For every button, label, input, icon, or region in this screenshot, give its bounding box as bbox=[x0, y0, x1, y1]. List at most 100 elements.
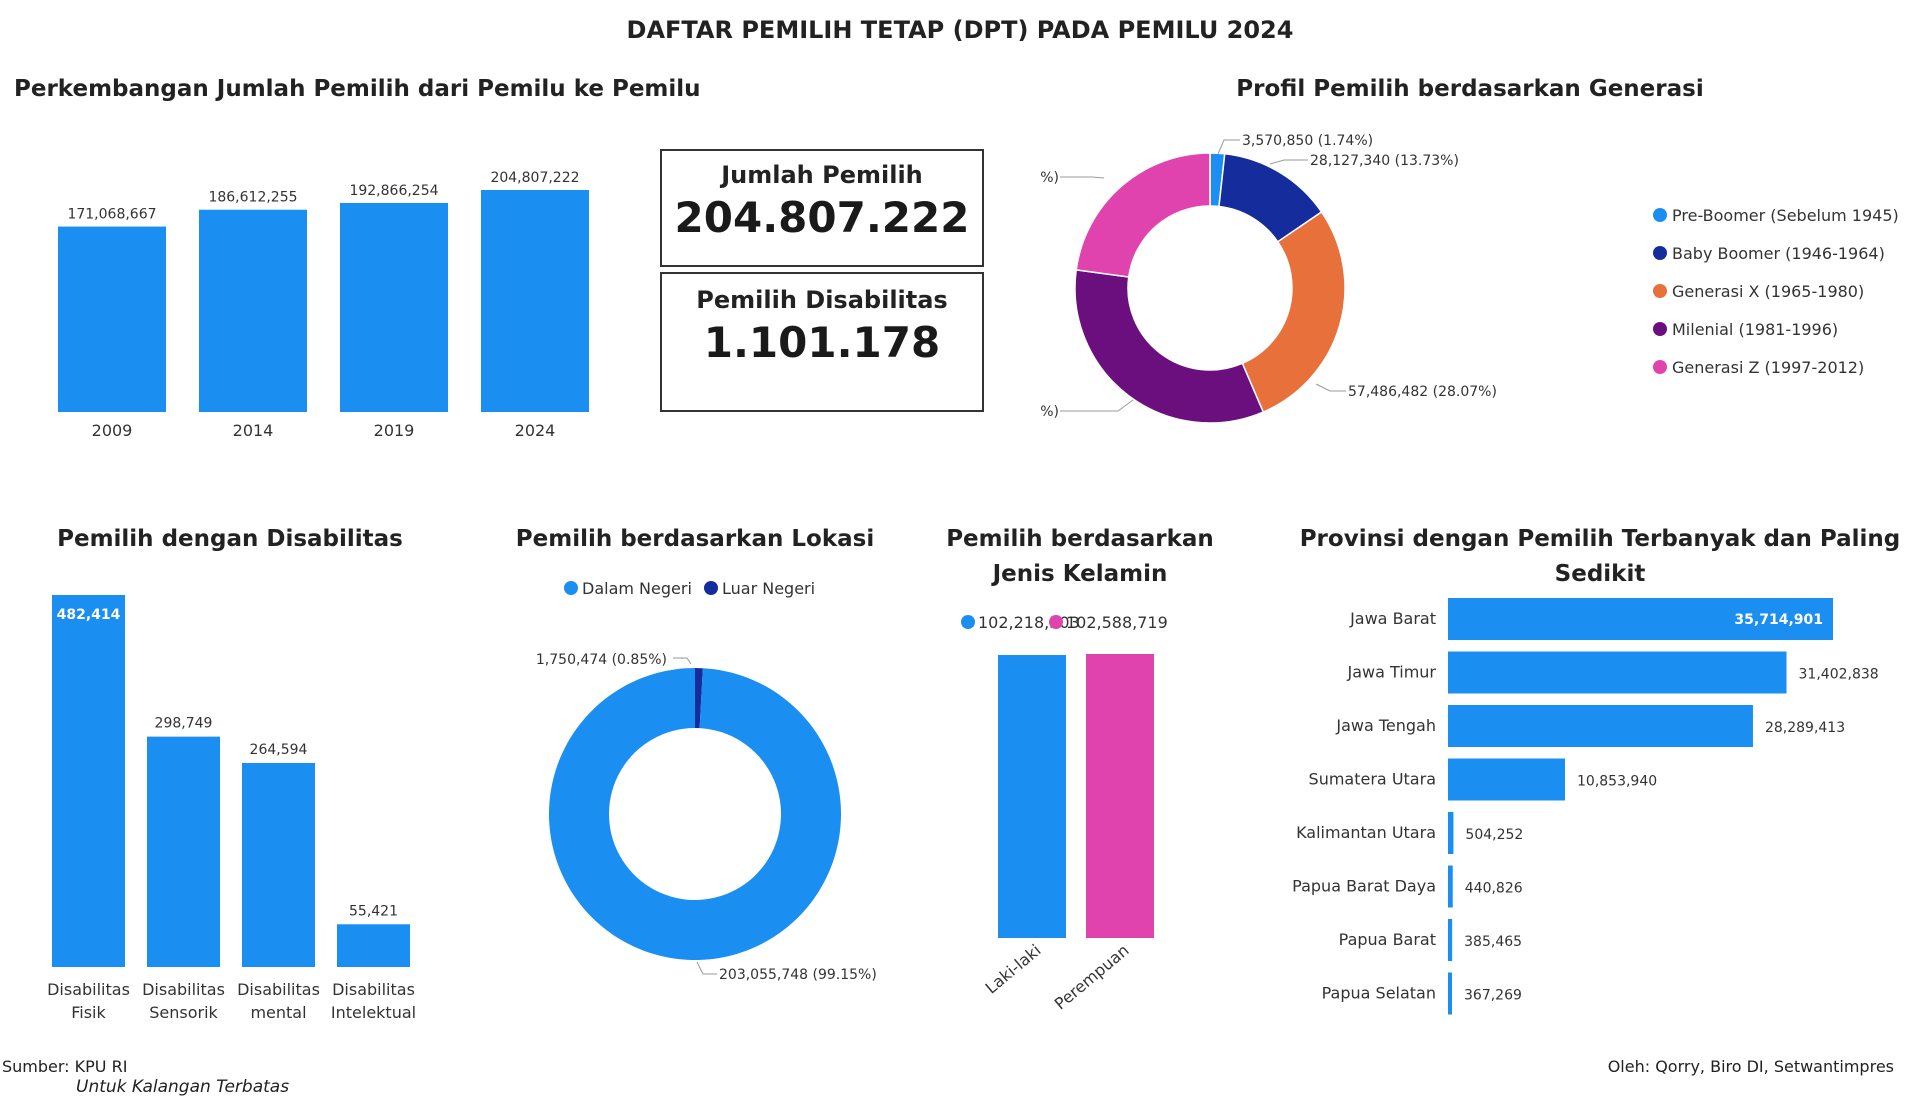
generation-slice bbox=[1074, 268, 1265, 424]
disability-bar bbox=[147, 736, 220, 967]
province-bar bbox=[1448, 865, 1453, 908]
trend-bar bbox=[199, 209, 307, 412]
province-y-tick: Papua Barat Daya bbox=[1292, 877, 1436, 896]
province-bar bbox=[1448, 919, 1453, 961]
gender-legend-marker bbox=[1049, 615, 1063, 629]
disability-x-tick: Fisik bbox=[71, 1003, 106, 1022]
province-y-tick: Kalimantan Utara bbox=[1296, 823, 1436, 842]
generation-legend-item: Generasi Z (1997-2012) bbox=[1672, 358, 1864, 377]
disability-bar-label: 298,749 bbox=[155, 716, 213, 732]
generation-data-label: 57,486,482 (28.07%) bbox=[1348, 384, 1497, 400]
province-chart-title: Provinsi dengan Pemilih Terbanyak dan Pa… bbox=[1299, 526, 1901, 587]
trend-bar bbox=[58, 226, 166, 412]
province-bar bbox=[1448, 651, 1787, 694]
generation-data-label: 46,800,161 (22.85%) bbox=[1040, 170, 1059, 186]
generation-chart-title: Profil Pemilih berdasarkan Generasi bbox=[1236, 76, 1704, 102]
disability-bar bbox=[52, 595, 125, 967]
trend-bar-label: 171,068,667 bbox=[67, 207, 156, 223]
disability-chart-title: Pemilih dengan Disabilitas bbox=[57, 526, 403, 552]
trend-x-tick: 2024 bbox=[515, 421, 556, 440]
disability-x-tick: Sensorik bbox=[149, 1003, 218, 1022]
province-bar-label: 504,252 bbox=[1465, 827, 1523, 843]
province-bar-label: 28,289,413 bbox=[1765, 720, 1845, 736]
disabled-voters-value: 1.101.178 bbox=[703, 318, 941, 367]
province-bar bbox=[1448, 972, 1452, 1015]
generation-leader-line bbox=[1060, 399, 1134, 412]
generation-leader-line bbox=[1217, 139, 1240, 155]
province-y-tick: Sumatera Utara bbox=[1309, 770, 1436, 789]
generation-legend-marker bbox=[1653, 284, 1667, 298]
disability-x-tick: Intelektual bbox=[331, 1003, 416, 1022]
generation-legend-item: Milenial (1981-1996) bbox=[1672, 320, 1838, 339]
location-data-label: 203,055,748 (99.15%) bbox=[719, 967, 877, 983]
author-note: Oleh: Qorry, Biro DI, Setwantimpres bbox=[1607, 1057, 1894, 1076]
disability-bar bbox=[337, 924, 410, 967]
total-voters-label: Jumlah Pemilih bbox=[721, 161, 923, 189]
location-data-label: 1,750,474 (0.85%) bbox=[536, 652, 667, 668]
generation-leader-line bbox=[1060, 176, 1105, 179]
generation-slice bbox=[1241, 210, 1346, 414]
province-y-tick: Jawa Barat bbox=[1349, 609, 1436, 628]
disability-x-tick: mental bbox=[250, 1003, 306, 1022]
province-bar bbox=[1448, 705, 1753, 747]
generation-legend-marker bbox=[1653, 246, 1667, 260]
province-bar-label: 31,402,838 bbox=[1799, 667, 1879, 683]
trend-bar bbox=[481, 190, 589, 412]
gender-bar bbox=[1086, 654, 1154, 938]
disability-x-tick: Disabilitas bbox=[237, 980, 320, 999]
disability-x-tick: Disabilitas bbox=[142, 980, 225, 999]
province-y-tick: Papua Selatan bbox=[1322, 984, 1436, 1003]
trend-x-tick: 2019 bbox=[374, 421, 415, 440]
generation-data-label: 68,822,389 (33.6%) bbox=[1040, 404, 1059, 420]
location-leader-line bbox=[696, 961, 717, 975]
restricted-note: Untuk Kalangan Terbatas bbox=[76, 1077, 290, 1097]
disability-bar-label: 482,414 bbox=[57, 607, 121, 623]
generation-legend-item: Baby Boomer (1946-1964) bbox=[1672, 244, 1885, 263]
gender-legend-item: 102,588,719 bbox=[1066, 613, 1168, 632]
location-legend-marker bbox=[704, 581, 718, 595]
province-bar bbox=[1448, 598, 1833, 640]
province-chart: Jawa Barat 35,714,901 Jawa Timur 31,402,838… bbox=[1292, 598, 1879, 1015]
trend-x-tick: 2009 bbox=[92, 421, 133, 440]
generation-legend-marker bbox=[1653, 360, 1667, 374]
disability-bar bbox=[242, 762, 315, 967]
location-chart: Dalam Negeri Luar Negeri 1,750,474 (0.85%)… bbox=[536, 579, 877, 983]
province-bar-label: 440,826 bbox=[1465, 881, 1523, 897]
trend-x-tick: 2014 bbox=[233, 421, 274, 440]
disability-bar-label: 55,421 bbox=[349, 903, 398, 919]
province-y-tick: Jawa Timur bbox=[1346, 663, 1436, 682]
location-leader-line bbox=[673, 657, 692, 665]
gender-legend-marker bbox=[961, 615, 975, 629]
generation-legend-marker bbox=[1653, 322, 1667, 336]
generation-slice bbox=[1075, 152, 1211, 278]
trend-bar-label: 192,866,254 bbox=[349, 183, 438, 199]
location-slice bbox=[549, 668, 842, 960]
gender-x-tick: Laki-laki bbox=[982, 941, 1045, 998]
province-bar bbox=[1448, 812, 1454, 854]
trend-bar-label: 204,807,222 bbox=[490, 170, 579, 186]
province-bar-label: 10,853,940 bbox=[1577, 774, 1657, 790]
trend-bar bbox=[340, 202, 448, 412]
province-bar-label: 35,714,901 bbox=[1734, 612, 1823, 628]
province-bar-label: 367,269 bbox=[1464, 988, 1522, 1004]
disability-bar-label: 264,594 bbox=[250, 742, 308, 758]
location-chart-title: Pemilih berdasarkan Lokasi bbox=[515, 526, 875, 552]
trend-bar-label: 186,612,255 bbox=[208, 190, 297, 206]
generation-chart: 3,570,850 (1.74%) 28,127,340 (13.73%) 57,4… bbox=[1040, 133, 1899, 424]
disability-x-tick: Disabilitas bbox=[332, 980, 415, 999]
disability-x-tick: Disabilitas bbox=[47, 980, 130, 999]
gender-bar bbox=[998, 655, 1066, 938]
generation-data-label: 3,570,850 (1.74%) bbox=[1242, 133, 1373, 149]
total-voters-value: 204.807.222 bbox=[674, 193, 970, 242]
gender-legend-item: 102,218,503 bbox=[978, 613, 1080, 632]
trend-chart: 171,068,667 2009 186,612,255 2014 192,866,25… bbox=[58, 170, 589, 440]
generation-legend-marker bbox=[1653, 208, 1667, 222]
province-bar bbox=[1448, 758, 1566, 801]
disabled-voters-label: Pemilih Disabilitas bbox=[696, 286, 948, 314]
source-note: Sumber: KPU RI bbox=[2, 1057, 128, 1076]
generation-legend-item: Pre-Boomer (Sebelum 1945) bbox=[1672, 206, 1899, 225]
generation-legend-item: Generasi X (1965-1980) bbox=[1672, 282, 1864, 301]
location-slice bbox=[695, 668, 703, 729]
total-voters-card: Jumlah Pemilih 204.807.222 bbox=[660, 149, 984, 267]
